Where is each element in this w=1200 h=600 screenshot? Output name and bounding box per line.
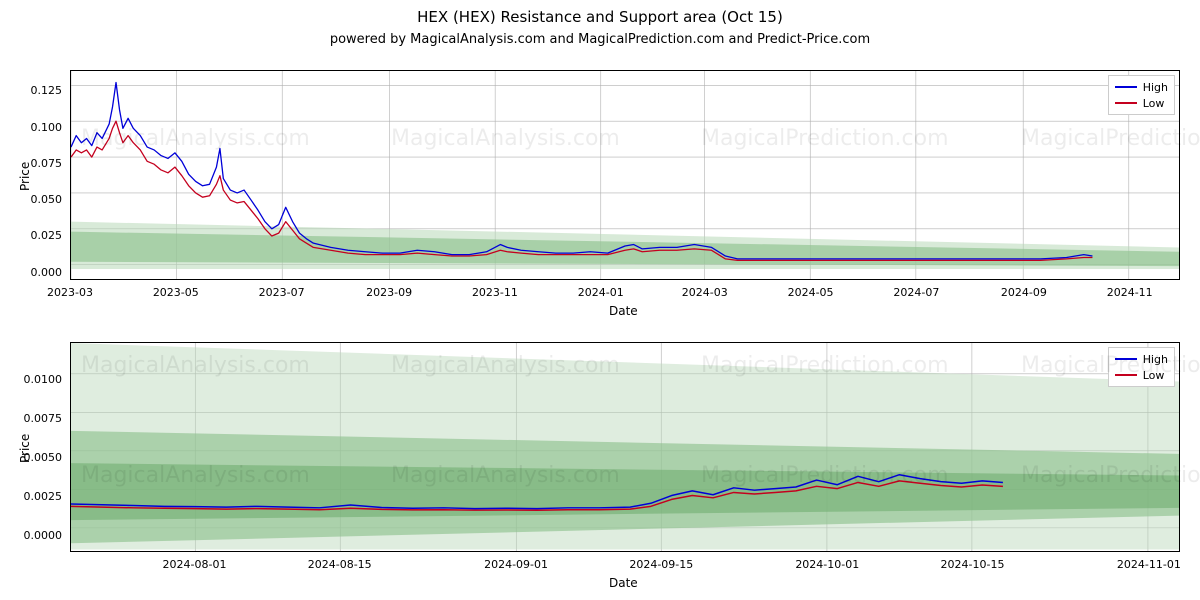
xtick-label: 2024-10-15 [941, 558, 1005, 571]
xtick-label: 2024-09-01 [484, 558, 548, 571]
xlabel-top: Date [609, 304, 638, 318]
legend-item-high: High [1115, 351, 1168, 367]
xtick-label: 2024-05 [788, 286, 834, 299]
xlabel-bottom: Date [609, 576, 638, 590]
xtick-label: 2023-07 [259, 286, 305, 299]
legend-swatch-high [1115, 358, 1137, 360]
ylabel-bottom: Price [18, 434, 32, 463]
xtick-label: 2024-08-15 [308, 558, 372, 571]
legend-item-low: Low [1115, 95, 1168, 111]
chart-title: HEX (HEX) Resistance and Support area (O… [0, 0, 1200, 26]
xtick-label: 2024-11-01 [1117, 558, 1181, 571]
xtick-label: 2024-08-01 [163, 558, 227, 571]
xtick-label: 2023-05 [153, 286, 199, 299]
chart-svg-bottom [71, 343, 1179, 551]
xtick-label: 2023-09 [366, 286, 412, 299]
xtick-label: 2024-10-01 [795, 558, 859, 571]
legend-label-high: High [1143, 81, 1168, 94]
legend-item-high: High [1115, 79, 1168, 95]
xtick-label: 2024-01 [578, 286, 624, 299]
legend-swatch-high [1115, 86, 1137, 88]
xtick-label: 2024-03 [682, 286, 728, 299]
legend-item-low: Low [1115, 367, 1168, 383]
xtick-label: 2024-11 [1107, 286, 1153, 299]
chart-svg-top [71, 71, 1179, 279]
legend-label-low: Low [1143, 97, 1165, 110]
xtick-label: 2024-09 [1001, 286, 1047, 299]
legend-label-low: Low [1143, 369, 1165, 382]
chart-panel-top: High Low MagicalAnalysis.com MagicalAnal… [70, 70, 1180, 280]
legend-bottom: High Low [1108, 347, 1175, 387]
chart-panel-bottom: High Low MagicalAnalysis.com MagicalAnal… [70, 342, 1180, 552]
legend-swatch-low [1115, 374, 1137, 376]
xtick-label: 2023-03 [47, 286, 93, 299]
legend-swatch-low [1115, 102, 1137, 104]
legend-top: High Low [1108, 75, 1175, 115]
xtick-label: 2023-11 [472, 286, 518, 299]
chart-subtitle: powered by MagicalAnalysis.com and Magic… [0, 26, 1200, 51]
ylabel-top: Price [18, 162, 32, 191]
xtick-label: 2024-07 [893, 286, 939, 299]
legend-label-high: High [1143, 353, 1168, 366]
xtick-label: 2024-09-15 [629, 558, 693, 571]
